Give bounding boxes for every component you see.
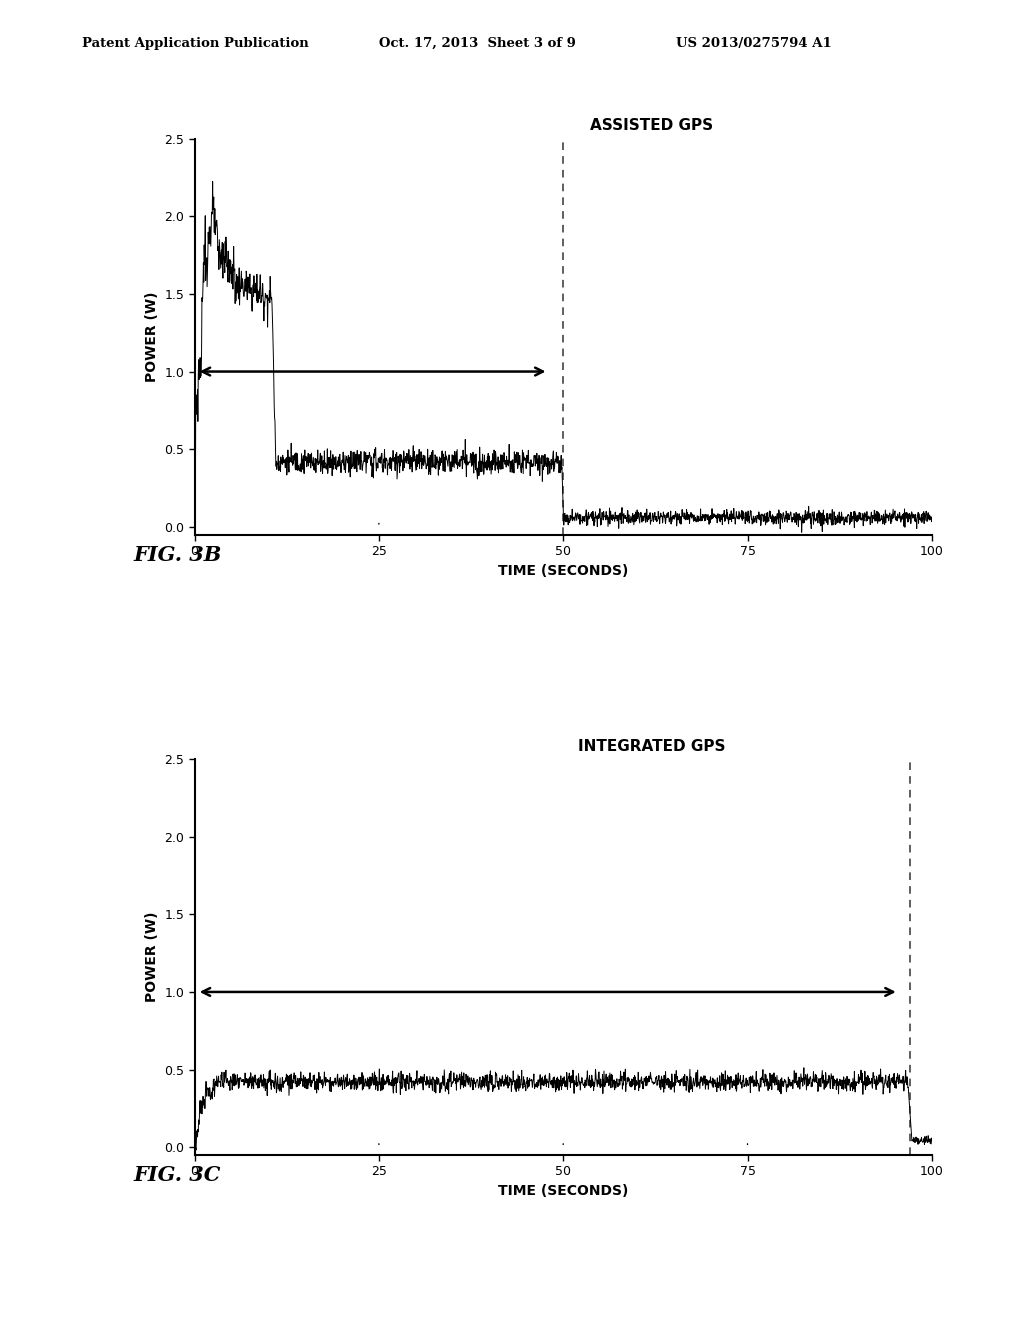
Text: US 2013/0275794 A1: US 2013/0275794 A1: [676, 37, 831, 50]
Y-axis label: POWER (W): POWER (W): [144, 292, 159, 381]
Text: Oct. 17, 2013  Sheet 3 of 9: Oct. 17, 2013 Sheet 3 of 9: [379, 37, 575, 50]
Title: INTEGRATED GPS: INTEGRATED GPS: [578, 739, 725, 754]
Y-axis label: POWER (W): POWER (W): [144, 912, 159, 1002]
X-axis label: TIME (SECONDS): TIME (SECONDS): [498, 1184, 629, 1199]
Title: ASSISTED GPS: ASSISTED GPS: [590, 119, 714, 133]
X-axis label: TIME (SECONDS): TIME (SECONDS): [498, 564, 629, 578]
Text: FIG. 3C: FIG. 3C: [133, 1166, 220, 1185]
Text: Patent Application Publication: Patent Application Publication: [82, 37, 308, 50]
Text: FIG. 3B: FIG. 3B: [133, 545, 221, 565]
